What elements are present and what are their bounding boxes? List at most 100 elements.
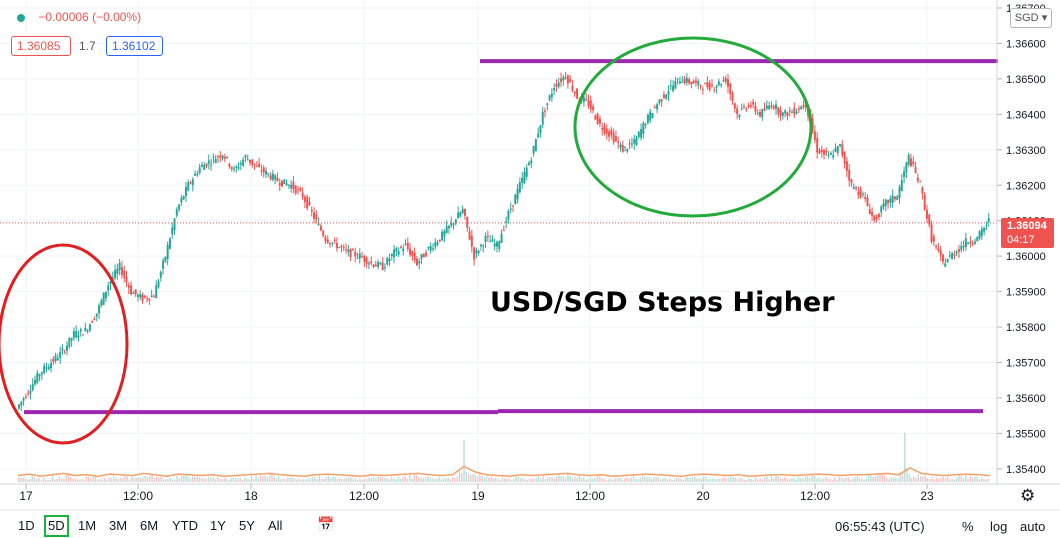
candle-body	[237, 167, 240, 169]
candle-body	[683, 78, 686, 84]
candle-body	[852, 187, 855, 189]
volume-bar	[388, 479, 391, 482]
candle-body	[248, 159, 251, 163]
volume-bar	[490, 476, 492, 482]
volume-bar	[470, 474, 472, 482]
candle-body	[873, 215, 876, 221]
volume-bar	[944, 477, 947, 482]
candle-body	[699, 85, 702, 87]
volume-bar	[268, 473, 271, 482]
auto-toggle[interactable]: auto	[1020, 519, 1046, 534]
candle-body	[281, 180, 284, 187]
current-price-value: 1.36094	[1007, 220, 1047, 232]
candle-body	[532, 146, 535, 154]
candle-body	[294, 185, 297, 194]
volume-bar	[888, 479, 890, 482]
volume-bar	[813, 475, 816, 482]
candle-body	[290, 184, 293, 189]
candle-body	[914, 167, 917, 173]
volume-bar	[592, 478, 594, 482]
volume-bar	[47, 480, 49, 482]
candle-body	[710, 84, 713, 86]
candle-body	[260, 170, 263, 172]
candle-body	[843, 151, 846, 164]
timeframe-6m[interactable]: 6M	[140, 518, 159, 533]
candle-body	[528, 162, 531, 166]
candle-body	[964, 238, 967, 248]
timeframe-5y[interactable]: 5Y	[239, 518, 255, 533]
volume-bar	[983, 479, 985, 482]
volume-bar	[960, 475, 963, 482]
percent-toggle[interactable]: %	[962, 519, 974, 534]
volume-bar	[768, 479, 770, 482]
volume-bar	[341, 478, 343, 482]
candle-body	[271, 173, 274, 180]
volume-bar	[748, 478, 750, 482]
volume-bar	[863, 479, 865, 482]
calendar-range-icon[interactable]: 📅	[317, 516, 335, 532]
volume-bar	[29, 478, 31, 482]
volume-bar	[569, 475, 571, 482]
clock-display[interactable]: 06:55:43 (UTC)	[835, 519, 925, 534]
volume-bar	[730, 476, 732, 482]
timeframe-1m[interactable]: 1M	[78, 518, 97, 533]
volume-bar	[531, 478, 533, 482]
candle-body	[564, 77, 567, 79]
candle-body	[159, 271, 162, 278]
currency-selector[interactable]: SGD ▾	[1010, 8, 1052, 28]
timeframe-3m[interactable]: 3M	[109, 518, 128, 533]
timeframe-1d[interactable]: 1D	[18, 518, 35, 533]
candle-body	[219, 155, 222, 158]
volume-bar	[942, 476, 944, 482]
volume-bar	[92, 475, 94, 482]
candle-body	[839, 144, 842, 146]
settings-gear-icon[interactable]: ⚙	[1020, 486, 1036, 505]
volume-bar	[158, 477, 160, 482]
candle-body	[761, 109, 764, 118]
candle-body	[196, 173, 199, 175]
candle-body	[299, 187, 302, 191]
candle-body	[573, 91, 576, 94]
volume-bar	[395, 479, 397, 482]
candle-body	[447, 225, 450, 229]
volume-bar	[438, 477, 440, 482]
volume-bar	[680, 478, 682, 482]
candle-body	[745, 108, 748, 110]
timeframe-ytd[interactable]: YTD	[172, 518, 198, 533]
volume-bar	[709, 478, 712, 482]
log-toggle[interactable]: log	[990, 519, 1008, 534]
ask-price-button[interactable]: 1.36102	[106, 36, 163, 56]
candle-body	[468, 231, 471, 240]
volume-bar	[221, 479, 223, 482]
timeframe-1y[interactable]: 1Y	[210, 518, 226, 533]
volume-bar	[908, 473, 911, 482]
volume-bar	[974, 476, 976, 482]
volume-bar	[702, 476, 705, 482]
timeframe-all[interactable]: All	[268, 518, 283, 533]
candle-body	[962, 245, 965, 248]
volume-bar	[137, 477, 140, 482]
timeframe-5d[interactable]: 5D	[44, 515, 69, 537]
volume-bar	[840, 477, 843, 482]
candle-body	[642, 123, 645, 134]
candle-body	[619, 144, 622, 148]
volume-bar	[700, 478, 703, 482]
candle-body	[754, 105, 757, 112]
volume-bar	[978, 479, 981, 482]
candle-body	[662, 94, 665, 98]
bid-price-button[interactable]: 1.36085	[11, 36, 71, 56]
volume-bar	[56, 478, 58, 482]
volume-bar	[504, 478, 506, 482]
candle-body	[770, 105, 773, 107]
volume-bar	[235, 478, 237, 482]
candle-body	[422, 253, 425, 258]
volume-bar	[298, 478, 300, 482]
candle-body	[742, 106, 745, 108]
candle-body	[930, 224, 933, 242]
candle-body	[969, 241, 972, 244]
candle-body	[505, 221, 508, 223]
candle-body	[388, 258, 391, 262]
candle-body	[441, 231, 444, 241]
volume-bar	[705, 476, 707, 482]
